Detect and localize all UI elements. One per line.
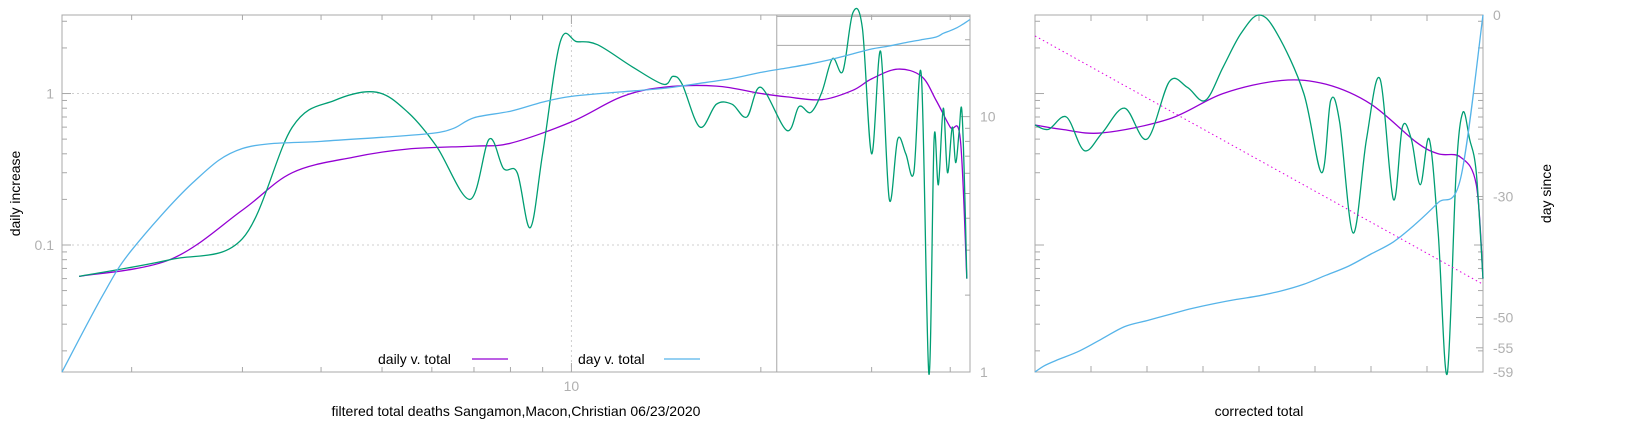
- series-line-1-3: [1034, 35, 1484, 285]
- x-axis-label: corrected total: [1215, 403, 1304, 419]
- y2-tick-label: -30: [1493, 189, 1513, 205]
- series-line-0-0: [78, 68, 968, 279]
- plot-frame: [61, 14, 971, 373]
- series-line-0-1: [78, 7, 968, 375]
- series-line-1-0: [1034, 79, 1484, 279]
- x-tick-label: 10: [564, 378, 580, 394]
- y2-tick-label: -50: [1493, 310, 1513, 326]
- plot-frame: [1034, 14, 1484, 373]
- y2-tick-label: 10: [980, 109, 996, 125]
- legend-label: daily v. total: [378, 351, 451, 367]
- x-axis-label: filtered total deaths Sangamon,Macon,Chr…: [332, 403, 701, 419]
- y2-tick-label: 1: [980, 364, 988, 380]
- series-line-0-2: [61, 18, 971, 373]
- series-line-1-2: [1034, 14, 1484, 373]
- y2-axis-label: day since: [1538, 164, 1554, 223]
- y-tick-label: 1: [46, 86, 54, 102]
- y-tick-label: 0.1: [35, 237, 55, 253]
- series-line-1-1: [1034, 14, 1484, 375]
- y2-tick-label: 0: [1493, 7, 1501, 23]
- y2-tick-label: -55: [1493, 340, 1513, 356]
- legend-label: day v. total: [578, 351, 645, 367]
- y2-tick-label: -59: [1493, 364, 1513, 380]
- y-axis-label: daily increase: [7, 150, 23, 236]
